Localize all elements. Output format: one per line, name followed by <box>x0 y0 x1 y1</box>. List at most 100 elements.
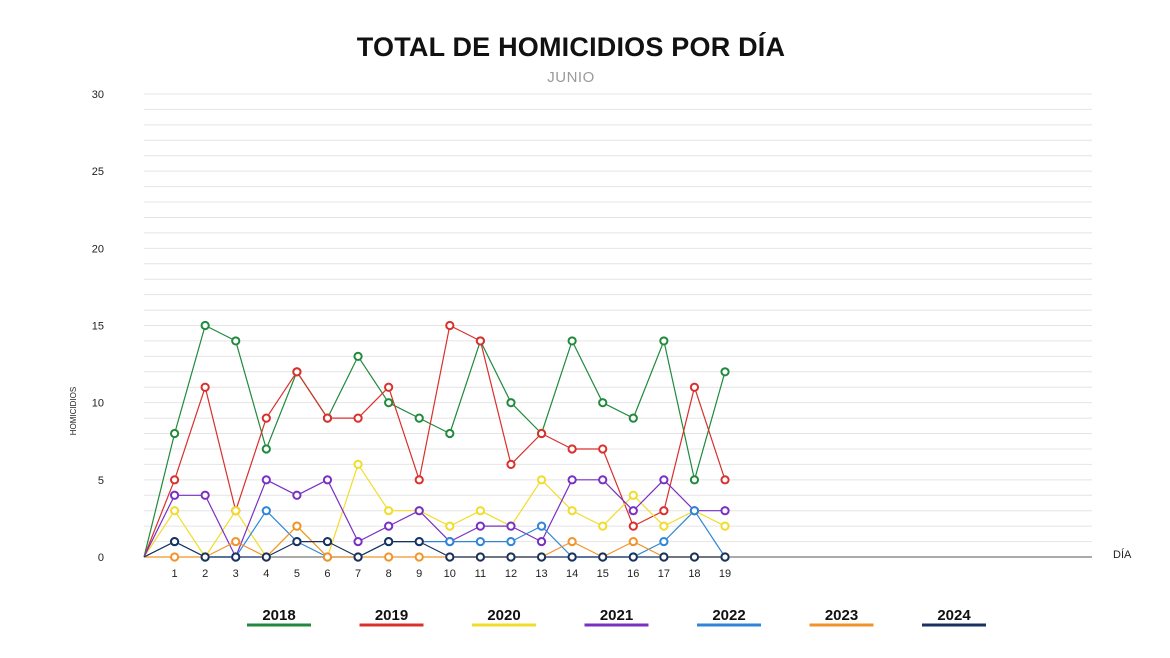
y-axis-label: HOMICIDIOS <box>69 387 78 435</box>
data-point-2018 <box>628 413 638 423</box>
data-point-2021 <box>384 521 394 531</box>
legend: 2018 2019 2020 2021 2022 2023 2024 <box>247 607 986 627</box>
data-point-2019 <box>445 320 455 331</box>
data-point-2020 <box>628 490 638 500</box>
series-line-2023 <box>144 525 725 558</box>
x-tick-label: 19 <box>719 568 731 580</box>
data-point-2024 <box>200 552 210 562</box>
data-point-2021 <box>322 475 333 485</box>
data-point-2018 <box>689 475 700 485</box>
x-tick-label: 4 <box>263 568 269 580</box>
y-tick-label: 0 <box>98 552 104 564</box>
data-point-2020 <box>353 459 363 469</box>
series-line-2024 <box>143 540 725 558</box>
data-point-2021 <box>659 475 669 485</box>
data-point-2020 <box>659 521 669 531</box>
data-point-2018 <box>261 444 271 454</box>
x-tick-label: 14 <box>566 568 578 580</box>
legend-label-2021: 2021 <box>600 607 633 624</box>
data-point-2020 <box>720 521 730 531</box>
y-tick-label: 15 <box>92 321 104 333</box>
data-point-2019 <box>414 475 424 485</box>
data-point-2019 <box>200 382 210 392</box>
series-line-2019 <box>143 324 726 558</box>
x-tick-label: 12 <box>505 568 517 580</box>
data-point-2024 <box>261 552 271 562</box>
data-point-2020 <box>231 506 241 516</box>
data-point-2022 <box>506 536 516 547</box>
data-point-2018 <box>567 336 577 346</box>
x-tick-label: 13 <box>535 568 547 580</box>
y-axis-ticks: 0 5 10 15 20 25 30 <box>92 89 104 564</box>
legend-label-2018: 2018 <box>262 607 295 624</box>
data-point-2019 <box>353 413 363 423</box>
data-point-2022 <box>445 536 455 547</box>
x-tick-label: 1 <box>172 568 178 580</box>
data-point-2024 <box>567 552 577 562</box>
x-tick-label: 11 <box>475 568 486 580</box>
data-point-2024 <box>628 552 638 562</box>
plot-area <box>143 320 730 562</box>
x-tick-label: 10 <box>444 568 456 580</box>
data-point-2018 <box>659 336 669 346</box>
data-point-2022 <box>475 536 485 547</box>
y-tick-label: 25 <box>92 166 104 178</box>
legend-label-2023: 2023 <box>825 607 858 624</box>
x-tick-label: 9 <box>416 568 422 580</box>
data-point-2019 <box>567 444 577 454</box>
x-tick-label: 6 <box>324 568 330 580</box>
data-point-2024 <box>689 552 700 562</box>
data-point-2021 <box>292 490 302 500</box>
data-point-2024 <box>536 552 547 562</box>
y-tick-label: 5 <box>98 475 104 487</box>
data-point-2024 <box>598 552 608 562</box>
data-point-2019 <box>384 382 394 392</box>
series-line-2018 <box>143 324 726 558</box>
data-point-2019 <box>598 444 608 454</box>
data-point-2018 <box>414 413 424 423</box>
data-point-2023 <box>322 552 333 562</box>
data-point-2019 <box>628 521 638 531</box>
data-point-2023 <box>567 536 577 547</box>
data-point-2020 <box>598 521 608 531</box>
data-point-2018 <box>506 398 516 408</box>
data-point-2021 <box>567 475 577 485</box>
data-point-2024 <box>414 536 424 547</box>
data-point-2020 <box>384 506 394 516</box>
x-tick-label: 7 <box>355 568 361 580</box>
data-point-2024 <box>475 552 485 562</box>
x-tick-label: 2 <box>202 568 208 580</box>
x-tick-label: 8 <box>386 568 392 580</box>
x-tick-label: 3 <box>233 568 239 580</box>
data-point-2018 <box>720 367 730 377</box>
y-tick-label: 30 <box>92 89 104 101</box>
data-point-2024 <box>231 552 241 562</box>
data-point-2019 <box>720 475 730 485</box>
data-point-2019 <box>261 413 271 423</box>
data-point-2018 <box>200 320 210 331</box>
data-point-2018 <box>598 398 608 408</box>
data-point-2020 <box>445 521 455 531</box>
data-point-2021 <box>353 536 363 547</box>
data-point-2022 <box>689 506 700 516</box>
y-tick-label: 20 <box>92 243 104 255</box>
data-point-2021 <box>536 536 547 547</box>
data-point-2021 <box>261 475 271 485</box>
data-point-2023 <box>628 536 638 547</box>
data-point-2021 <box>414 506 424 516</box>
data-point-2018 <box>445 428 455 439</box>
data-point-2024 <box>445 552 455 562</box>
data-point-2023 <box>169 552 180 562</box>
data-point-2021 <box>628 506 638 516</box>
data-point-2019 <box>689 382 700 392</box>
data-point-2023 <box>414 552 424 562</box>
data-point-2022 <box>261 506 271 516</box>
data-point-2019 <box>475 336 485 346</box>
data-point-2021 <box>506 521 516 531</box>
data-point-2018 <box>384 398 394 408</box>
data-point-2019 <box>169 475 180 485</box>
data-point-2019 <box>292 367 302 377</box>
data-point-2024 <box>169 536 180 547</box>
x-axis-label: DÍA <box>1113 548 1132 561</box>
